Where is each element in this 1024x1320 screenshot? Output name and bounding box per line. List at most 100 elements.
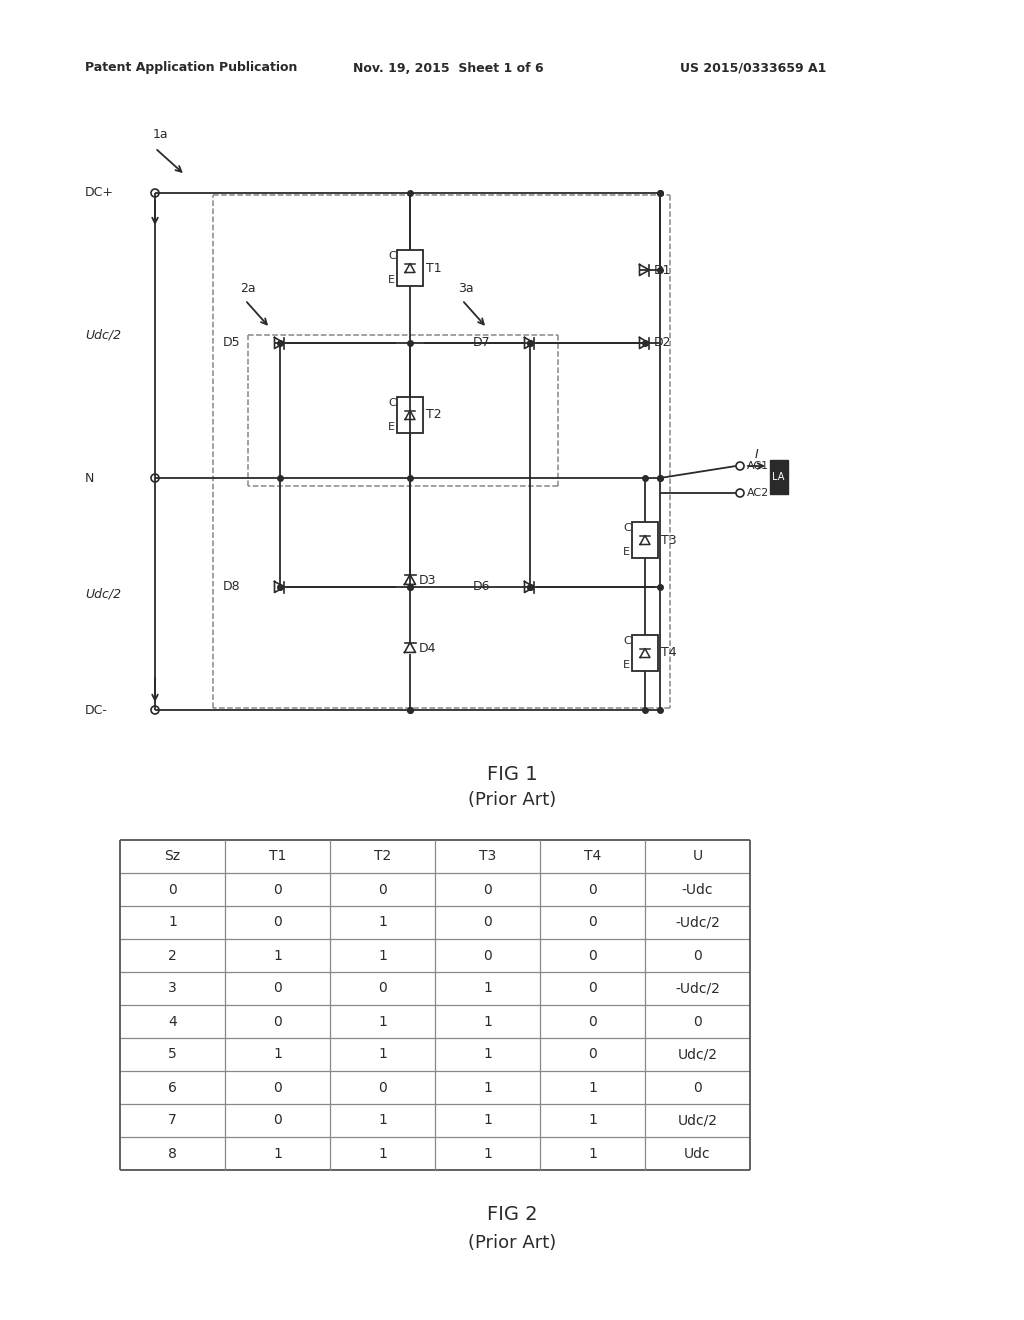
Text: Nov. 19, 2015  Sheet 1 of 6: Nov. 19, 2015 Sheet 1 of 6 — [353, 62, 544, 74]
Text: Udc/2: Udc/2 — [678, 1048, 718, 1061]
Text: -Udc/2: -Udc/2 — [675, 916, 720, 929]
Text: 1: 1 — [588, 1081, 597, 1094]
Text: DC-: DC- — [85, 704, 108, 717]
Text: 1: 1 — [378, 1147, 387, 1160]
Text: 0: 0 — [588, 1015, 597, 1028]
Text: U: U — [692, 850, 702, 863]
Text: D7: D7 — [472, 337, 490, 350]
Text: 1: 1 — [378, 916, 387, 929]
Text: 1: 1 — [378, 1048, 387, 1061]
Text: 1: 1 — [483, 1015, 492, 1028]
Text: 0: 0 — [168, 883, 177, 896]
Text: E: E — [388, 275, 395, 285]
Text: AC2: AC2 — [746, 488, 769, 498]
Text: 1: 1 — [588, 1114, 597, 1127]
Text: T4: T4 — [662, 647, 677, 660]
Text: 1: 1 — [378, 1114, 387, 1127]
Text: Udc: Udc — [684, 1147, 711, 1160]
Text: 0: 0 — [378, 883, 387, 896]
Text: 1: 1 — [378, 1015, 387, 1028]
Text: 0: 0 — [588, 949, 597, 962]
Text: 8: 8 — [168, 1147, 177, 1160]
Text: 0: 0 — [693, 1015, 701, 1028]
Text: N: N — [85, 471, 94, 484]
Text: 0: 0 — [588, 982, 597, 995]
Text: 0: 0 — [483, 883, 492, 896]
Text: 1: 1 — [588, 1147, 597, 1160]
Text: AC1: AC1 — [746, 461, 769, 471]
Text: 0: 0 — [483, 916, 492, 929]
Text: 5: 5 — [168, 1048, 177, 1061]
Text: 1: 1 — [273, 949, 282, 962]
Text: Udc/2: Udc/2 — [85, 587, 121, 601]
Text: T1: T1 — [426, 261, 441, 275]
Text: 1: 1 — [273, 1147, 282, 1160]
Text: 0: 0 — [588, 1048, 597, 1061]
Text: Patent Application Publication: Patent Application Publication — [85, 62, 297, 74]
Text: 4: 4 — [168, 1015, 177, 1028]
Text: C: C — [623, 523, 631, 533]
Text: 1: 1 — [168, 916, 177, 929]
Text: 1: 1 — [483, 1114, 492, 1127]
Text: D1: D1 — [653, 264, 671, 276]
Text: T3: T3 — [479, 850, 496, 863]
Text: (Prior Art): (Prior Art) — [468, 791, 556, 809]
Text: 0: 0 — [378, 982, 387, 995]
Text: 2: 2 — [168, 949, 177, 962]
Text: (Prior Art): (Prior Art) — [468, 1234, 556, 1251]
Text: 6: 6 — [168, 1081, 177, 1094]
Text: D3: D3 — [419, 573, 436, 586]
Bar — [397, 249, 423, 286]
Text: 0: 0 — [273, 1081, 282, 1094]
Text: E: E — [623, 546, 630, 557]
Bar — [770, 459, 788, 494]
Text: 1: 1 — [483, 1081, 492, 1094]
Text: 1: 1 — [483, 1147, 492, 1160]
Text: 1: 1 — [483, 1048, 492, 1061]
Text: D4: D4 — [419, 642, 436, 655]
Text: E: E — [388, 422, 395, 432]
Text: -Udc/2: -Udc/2 — [675, 982, 720, 995]
Text: D2: D2 — [653, 337, 671, 350]
Text: 1: 1 — [378, 949, 387, 962]
Text: 0: 0 — [693, 949, 701, 962]
Text: T4: T4 — [584, 850, 601, 863]
Text: 1: 1 — [273, 1048, 282, 1061]
Text: 0: 0 — [273, 883, 282, 896]
Text: D6: D6 — [472, 581, 490, 594]
Bar — [632, 521, 658, 558]
Text: I: I — [755, 447, 759, 461]
Text: Sz: Sz — [165, 850, 180, 863]
Text: C: C — [388, 399, 395, 408]
Text: 0: 0 — [273, 916, 282, 929]
Bar — [632, 635, 658, 671]
Text: 0: 0 — [588, 916, 597, 929]
Text: C: C — [388, 251, 395, 261]
Text: D5: D5 — [222, 337, 240, 350]
Text: 0: 0 — [273, 1114, 282, 1127]
Text: T2: T2 — [426, 408, 441, 421]
Text: 0: 0 — [273, 1015, 282, 1028]
Text: Udc/2: Udc/2 — [85, 329, 121, 342]
Text: T1: T1 — [269, 850, 286, 863]
Text: FIG 1: FIG 1 — [486, 766, 538, 784]
Text: E: E — [623, 660, 630, 671]
Text: DC+: DC+ — [85, 186, 114, 199]
Text: T2: T2 — [374, 850, 391, 863]
Text: 3a: 3a — [458, 281, 474, 294]
Text: T3: T3 — [662, 533, 677, 546]
Bar — [397, 397, 423, 433]
Text: C: C — [623, 636, 631, 645]
Text: 1: 1 — [483, 982, 492, 995]
Text: 1a: 1a — [153, 128, 169, 141]
Text: 0: 0 — [483, 949, 492, 962]
Text: Udc/2: Udc/2 — [678, 1114, 718, 1127]
Text: D8: D8 — [222, 581, 240, 594]
Text: LA: LA — [772, 473, 784, 482]
Text: 2a: 2a — [240, 281, 256, 294]
Text: 0: 0 — [378, 1081, 387, 1094]
Text: FIG 2: FIG 2 — [486, 1205, 538, 1225]
Text: 0: 0 — [273, 982, 282, 995]
Text: 7: 7 — [168, 1114, 177, 1127]
Text: 0: 0 — [693, 1081, 701, 1094]
